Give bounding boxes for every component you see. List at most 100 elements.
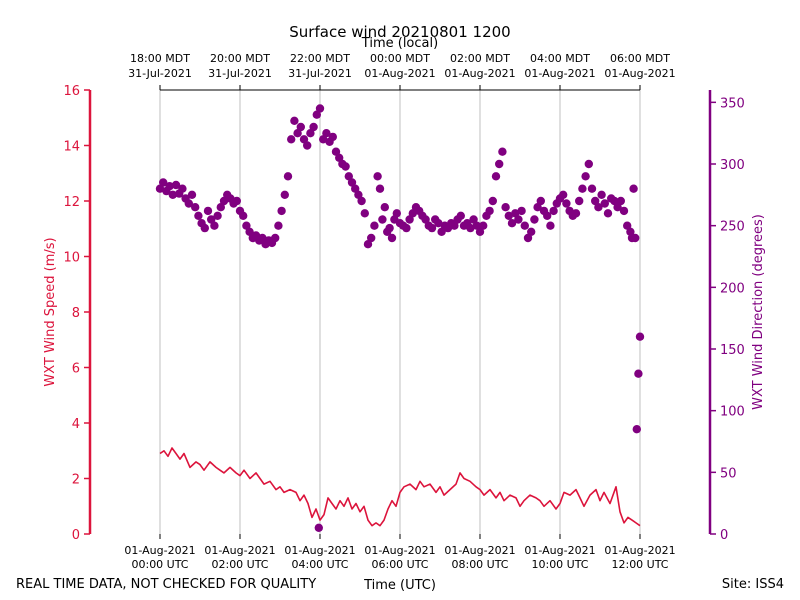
top-tick-date: 01-Aug-2021 [444, 67, 515, 80]
wind-direction-point [347, 178, 357, 187]
wind-direction-point [517, 206, 526, 216]
right-y-ticks: 0 50 100 150 200 250 300 350 [710, 96, 745, 543]
wind-direction-point [210, 221, 219, 230]
wind-direction-point [498, 147, 507, 156]
bottom-tick-date: 01-Aug-2021 [364, 544, 435, 557]
wind-direction-point [511, 209, 520, 218]
wind-direction-point [392, 209, 401, 218]
wind-direction-point [207, 215, 216, 224]
wind-direction-point [575, 196, 584, 206]
wind-direction-point [184, 199, 193, 208]
wind-direction-point [194, 211, 203, 220]
wind-direction-point [357, 196, 366, 206]
wind-direction-point [520, 221, 529, 230]
bottom-tick-time: 12:00 UTC [611, 558, 668, 571]
wind-direction-point [450, 221, 459, 230]
wind-direction-point [354, 190, 363, 199]
wind-direction-point [306, 129, 315, 138]
wind-direction-point [341, 162, 350, 171]
wind-direction-point [479, 221, 488, 230]
wind-direction-point [546, 221, 555, 230]
right-tick-label: 150 [720, 343, 745, 358]
top-tick-time: 18:00 MDT [130, 52, 190, 65]
left-tick-label: 12 [63, 195, 80, 210]
site-label: Site: ISS4 [722, 577, 784, 592]
left-tick-label: 2 [72, 473, 80, 488]
wind-direction-point [402, 223, 411, 233]
wind-direction-point [632, 425, 641, 434]
wind-direction-point [616, 196, 625, 206]
wind-direction-point [466, 223, 475, 233]
wind-direction-point [405, 215, 414, 224]
wind-direction-point [597, 190, 606, 199]
wind-direction-point [155, 184, 165, 193]
bottom-tick-date: 01-Aug-2021 [284, 544, 355, 557]
top-axis-label: Time (local) [361, 36, 438, 51]
right-y-axis-label: WXT Wind Direction (degrees) [751, 214, 766, 410]
wind-direction-point [159, 178, 168, 187]
wind-direction-point [600, 199, 609, 208]
wind-direction-point [165, 182, 174, 191]
right-tick-label: 350 [720, 96, 745, 111]
right-tick-label: 100 [720, 405, 745, 420]
wind-direction-point [378, 215, 387, 224]
wind-direction-point [549, 206, 558, 216]
wind-direction-point [523, 233, 533, 243]
bottom-tick-date: 01-Aug-2021 [524, 544, 595, 557]
wind-direction-point [239, 211, 248, 220]
wind-direction-point [375, 184, 385, 193]
grid-lines [159, 90, 641, 534]
wind-direction-point [213, 211, 222, 220]
top-tick-date: 31-Jul-2021 [128, 67, 192, 80]
bottom-tick-time: 10:00 UTC [531, 558, 588, 571]
wind-direction-point [571, 209, 581, 218]
wind-direction-point [491, 172, 501, 181]
wind-direction-point [187, 190, 197, 199]
top-tick-date: 31-Jul-2021 [208, 67, 272, 80]
left-y-axis-label: WXT Wind Speed (m/s) [43, 237, 58, 386]
wind-direction-point [312, 110, 321, 119]
left-tick-label: 0 [72, 528, 80, 543]
right-tick-label: 200 [720, 281, 745, 296]
wind-direction-point [619, 206, 629, 216]
chart-title: Surface wind 20210801 1200 [289, 23, 510, 41]
top-tick-time: 20:00 MDT [210, 52, 270, 65]
wind-direction-point [274, 221, 283, 230]
wind-direction-point [530, 215, 539, 224]
wind-direction-point [587, 184, 597, 193]
wind-direction-point [559, 190, 568, 199]
wind-direction-point [485, 206, 494, 216]
wind-direction-point [629, 184, 638, 193]
wind-direction-point [293, 129, 302, 138]
wind-direction-point [216, 203, 225, 212]
wind-direction-point [536, 196, 545, 206]
wind-direction-point [469, 215, 478, 224]
right-tick-label: 300 [720, 158, 745, 173]
wind-direction-point [434, 219, 443, 228]
top-tick-date: 01-Aug-2021 [524, 67, 595, 80]
wind-direction-point [543, 211, 552, 220]
bottom-tick-time: 06:00 UTC [371, 558, 428, 571]
top-tick-time: 04:00 MDT [530, 52, 590, 65]
wind-direction-point [613, 203, 622, 212]
wind-direction-point [335, 153, 344, 162]
wind-direction-point [277, 206, 286, 216]
wind-direction-point [591, 196, 600, 206]
wind-direction-point [200, 223, 209, 233]
right-tick-label: 250 [720, 220, 745, 235]
wind-direction-point [562, 199, 571, 208]
wind-direction-point [380, 203, 389, 212]
wind-direction-point [507, 219, 517, 228]
wind-direction-point [178, 184, 187, 193]
wind-direction-point [363, 240, 373, 249]
wind-direction-point [232, 196, 241, 206]
wind-direction-point [495, 159, 504, 169]
wind-direction-point [501, 203, 510, 212]
wind-direction-point [203, 206, 213, 216]
right-tick-label: 0 [720, 528, 728, 543]
wind-direction-point [290, 116, 299, 126]
left-tick-label: 6 [72, 362, 80, 377]
bottom-tick-time: 08:00 UTC [451, 558, 508, 571]
wind-direction-point [370, 221, 379, 230]
